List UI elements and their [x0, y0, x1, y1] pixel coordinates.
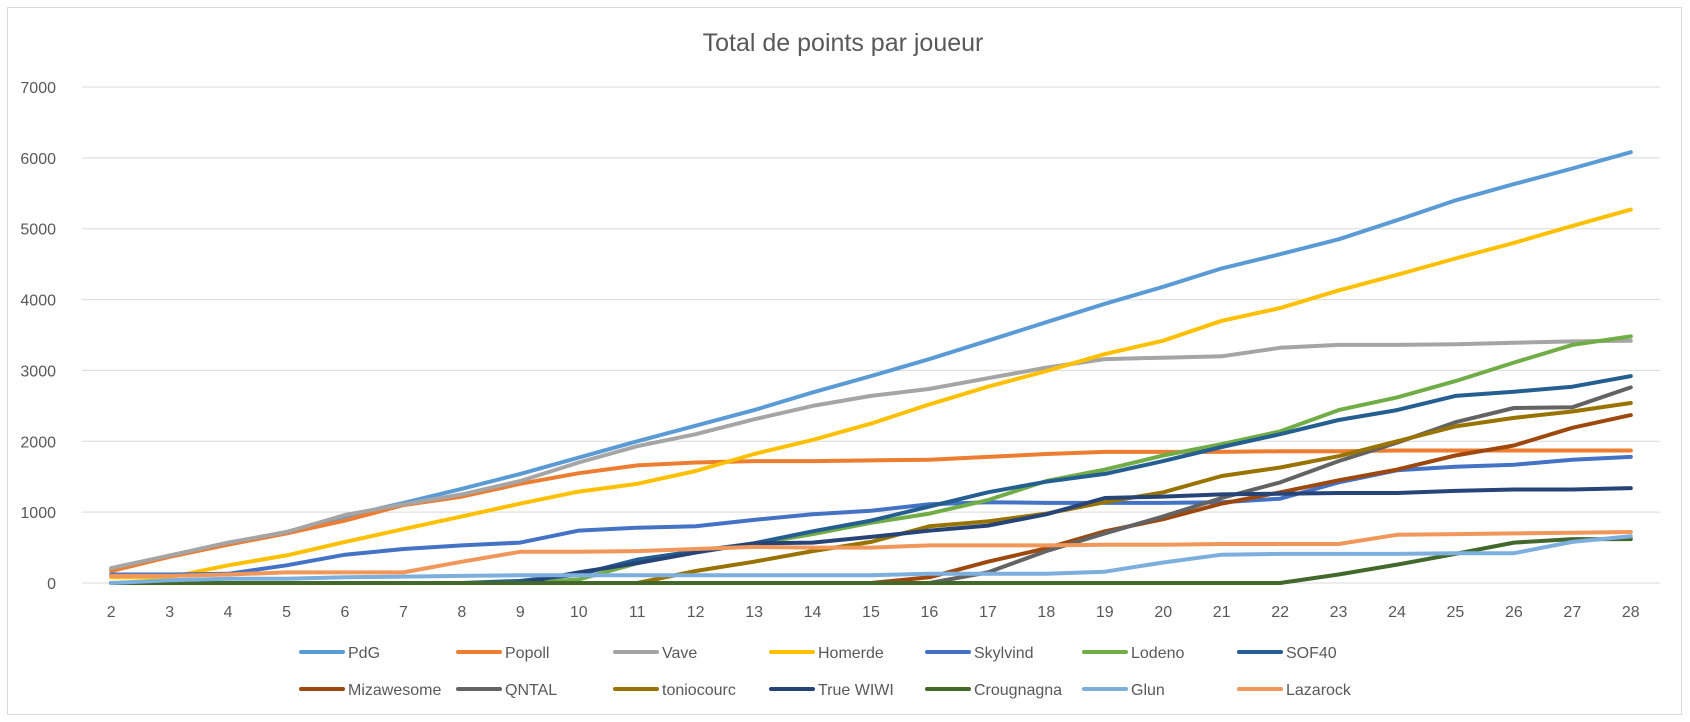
y-tick-label: 7000	[20, 80, 56, 97]
legend-label: Lodeno	[1131, 645, 1184, 662]
legend-item: True WIWI	[769, 682, 894, 699]
legend-label: QNTAL	[505, 682, 557, 699]
x-tick-label: 13	[745, 604, 763, 621]
legend-item: Skylvind	[925, 645, 1034, 662]
x-tick-label: 3	[165, 604, 174, 621]
x-tick-label: 26	[1505, 604, 1523, 621]
x-tick-label: 9	[516, 604, 525, 621]
legend-label: Vave	[662, 645, 697, 662]
y-tick-label: 5000	[20, 222, 56, 239]
x-tick-label: 11	[629, 604, 646, 621]
legend-item: PdG	[299, 645, 380, 662]
x-tick-label: 10	[570, 604, 588, 621]
y-tick-label: 2000	[20, 434, 56, 451]
x-tick-label: 6	[341, 604, 350, 621]
x-tick-label: 15	[862, 604, 880, 621]
x-tick-label: 27	[1563, 604, 1581, 621]
legend-label: Homerde	[818, 645, 884, 662]
series-line-glun	[109, 534, 1633, 585]
x-tick-label: 18	[1037, 604, 1055, 621]
y-tick-label: 1000	[20, 505, 56, 522]
series-line-crougnagna	[109, 537, 1633, 585]
legend-label: Skylvind	[974, 645, 1034, 662]
series-line-pdg	[109, 150, 1633, 571]
x-tick-label: 12	[687, 604, 705, 621]
legend-item: Mizawesome	[299, 682, 441, 699]
series-line-vave	[109, 338, 1633, 571]
x-tick-label: 4	[224, 604, 233, 621]
x-tick-label: 28	[1622, 604, 1640, 621]
legend-item: Lodeno	[1082, 645, 1184, 662]
gridlines	[82, 86, 1660, 584]
x-tick-label: 24	[1388, 604, 1406, 621]
x-tick-label: 20	[1154, 604, 1172, 621]
series-line-homerde	[109, 207, 1633, 580]
x-tick-label: 23	[1330, 604, 1348, 621]
series-line-lazarock	[109, 530, 1633, 578]
legend-label: SOF40	[1286, 645, 1337, 662]
y-tick-label: 3000	[20, 363, 56, 380]
series-lines	[109, 150, 1633, 585]
legend: PdG Popoll Vave Homerde Skylvind Lodeno SOF40 M…	[299, 645, 1352, 699]
x-tick-label: 19	[1096, 604, 1114, 621]
legend-item: Crougnagna	[925, 682, 1062, 699]
legend-item: SOF40	[1237, 645, 1337, 662]
y-tick-label: 4000	[20, 293, 56, 310]
chart-frame	[7, 7, 1682, 715]
x-tick-label: 16	[921, 604, 939, 621]
legend-label: Mizawesome	[348, 682, 441, 699]
legend-item: Vave	[613, 645, 697, 662]
x-tick-label: 17	[979, 604, 997, 621]
x-tick-label: 21	[1213, 604, 1231, 621]
y-axis-tick-labels: 0 1000 2000 3000 4000 5000 6000 7000	[20, 80, 56, 593]
legend-item: QNTAL	[456, 682, 557, 699]
y-tick-label: 6000	[20, 151, 56, 168]
chart-title: Total de points par joueur	[703, 29, 984, 57]
legend-label: True WIWI	[818, 682, 894, 699]
legend-item: Popoll	[456, 645, 549, 662]
x-tick-label: 22	[1271, 604, 1289, 621]
legend-item: Glun	[1082, 682, 1165, 699]
legend-label: toniocourc	[662, 682, 736, 699]
x-tick-label: 5	[282, 604, 291, 621]
legend-label: Lazarock	[1286, 682, 1352, 699]
legend-item: Homerde	[769, 645, 884, 662]
legend-label: Glun	[1131, 682, 1165, 699]
x-tick-label: 14	[804, 604, 822, 621]
legend-label: Crougnagna	[974, 682, 1062, 699]
y-tick-label: 0	[47, 576, 56, 593]
legend-label: Popoll	[505, 645, 549, 662]
x-tick-label: 8	[457, 604, 466, 621]
x-tick-label: 7	[399, 604, 408, 621]
legend-item: toniocourc	[613, 682, 736, 699]
legend-item: Lazarock	[1237, 682, 1352, 699]
x-axis-tick-labels: 2 3 4 5 6 7 8 9 10 11 12 13 14 15 16 17 18 19 20 21 22 23 24 25…	[107, 604, 1640, 621]
legend-label: PdG	[348, 645, 380, 662]
x-tick-label: 2	[107, 604, 116, 621]
x-tick-label: 25	[1447, 604, 1465, 621]
